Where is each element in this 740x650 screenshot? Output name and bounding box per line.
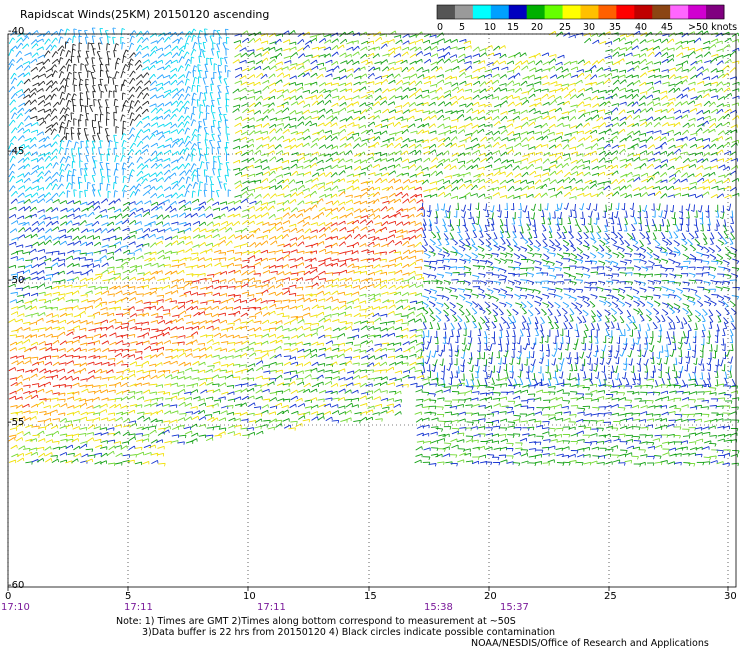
lat-label-40: -40 — [8, 26, 25, 37]
time-label-5: 15:37 — [500, 602, 529, 613]
legend-tick-label: >50 knots — [688, 22, 737, 33]
time-label-2: 17:11 — [124, 602, 153, 613]
lon-label-0: 0 — [5, 591, 12, 602]
legend-swatch — [508, 5, 528, 19]
credit-line: NOAA/NESDIS/Office of Research and Appli… — [471, 638, 709, 649]
legend-tick-label: 40 — [635, 22, 647, 33]
time-label-3: 17:11 — [257, 602, 286, 613]
lat-label-50: -50 — [8, 275, 25, 286]
legend-tick-label: 5 — [459, 22, 465, 33]
lon-label-30: 30 — [724, 591, 737, 602]
legend-swatch — [472, 5, 492, 19]
legend-swatch — [634, 5, 653, 19]
legend-swatch — [652, 5, 671, 19]
note-line-1: Note: 1) Times are GMT 2)Times along bot… — [116, 616, 516, 627]
legend-swatch — [706, 5, 725, 19]
lat-label-55: -55 — [8, 417, 25, 428]
legend-tick-label: 20 — [531, 22, 543, 33]
legend-border — [436, 4, 725, 20]
lon-label-20: 20 — [484, 591, 497, 602]
legend-tick-label: 25 — [559, 22, 571, 33]
wind-barbs — [8, 27, 740, 467]
map-title: Rapidscat Winds(25KM) 20150120 ascending — [20, 8, 270, 21]
lon-label-10: 10 — [243, 591, 256, 602]
legend-swatch — [437, 5, 456, 19]
legend-swatch — [688, 5, 707, 19]
lon-label-25: 25 — [604, 591, 617, 602]
legend-swatch — [562, 5, 581, 19]
legend-tick-label: 45 — [661, 22, 673, 33]
legend-swatch — [616, 5, 635, 19]
legend-swatch — [526, 5, 546, 19]
note-line-2: 3)Data buffer is 22 hrs from 20150120 4)… — [142, 627, 556, 638]
wind-speed-legend: 0 5 10 15 20 25 30 35 40 45 >50 knots — [436, 4, 737, 33]
lon-label-15: 15 — [364, 591, 377, 602]
time-label-1: 17:10 — [1, 602, 30, 613]
lat-label-60: -60 — [8, 580, 25, 591]
legend-swatch — [598, 5, 617, 19]
legend-swatch — [670, 5, 689, 19]
legend-tick-label: 30 — [583, 22, 595, 33]
legend-swatch — [544, 5, 564, 19]
legend-tick-label: 10 — [484, 22, 496, 33]
lat-label-45: -45 — [8, 146, 25, 157]
time-label-4: 15:38 — [424, 602, 453, 613]
legend-tick-label: 0 — [437, 22, 443, 33]
legend-swatch — [580, 5, 599, 19]
legend-swatch — [454, 5, 474, 19]
lon-label-5: 5 — [125, 591, 132, 602]
legend-tick-label: 35 — [609, 22, 621, 33]
legend-tick-label: 15 — [507, 22, 519, 33]
legend-swatch — [490, 5, 510, 19]
map-frame — [7, 33, 737, 588]
